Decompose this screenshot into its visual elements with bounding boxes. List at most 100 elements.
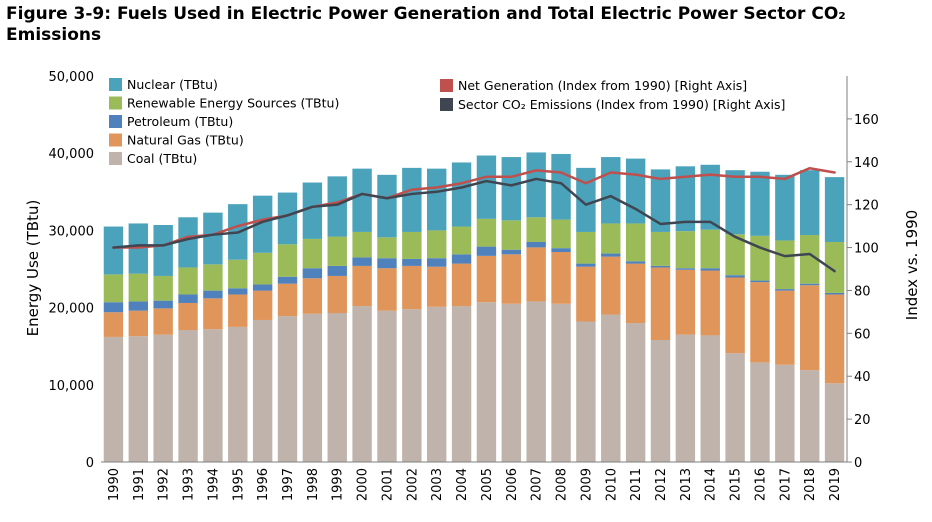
bar-segment-nuclear-tbtu-1994	[203, 212, 223, 265]
bar-segment-petroleum-tbtu-2012	[650, 265, 671, 268]
y-tick-label: 20,000	[49, 302, 95, 317]
legend-swatch	[109, 152, 122, 165]
bar-segment-petroleum-tbtu-2001	[377, 258, 397, 269]
bar-segment-petroleum-tbtu-2003	[427, 258, 447, 267]
legend-swatch	[109, 133, 122, 147]
bar-segment-petroleum-tbtu-2014	[700, 268, 720, 271]
bar-segment-natural-gas-tbtu-2016	[750, 282, 770, 363]
x-tick-label: 2018	[803, 468, 818, 501]
bar-segment-natural-gas-tbtu-2006	[501, 254, 521, 304]
bar-segment-renewable-energy-sources-tbtu-2014	[700, 229, 720, 269]
legend: Nuclear (TBtu) Renewable Energy Sources (…	[109, 77, 785, 166]
bar-segment-nuclear-tbtu-2004	[451, 162, 472, 227]
bar-segment-coal-tbtu-1990	[103, 336, 124, 462]
bar-segment-coal-tbtu-2001	[377, 310, 397, 462]
x-tick-label: 2011	[629, 468, 644, 501]
bar-segment-coal-tbtu-2010	[601, 314, 621, 462]
bar-segment-petroleum-tbtu-2013	[675, 268, 696, 270]
y-axis-title: Energy Use (TBtu)	[24, 200, 42, 337]
bar-segment-coal-tbtu-1991	[128, 336, 148, 462]
bar-segment-natural-gas-tbtu-2005	[476, 255, 497, 303]
net-generation-line	[112, 166, 836, 249]
legend-label: Sector CO₂ Emissions (Index from 1990) […	[458, 97, 785, 112]
bar-segment-coal-tbtu-2011	[625, 323, 646, 462]
bar-segment-petroleum-tbtu-1991	[128, 301, 148, 311]
y2-tick-label: 60	[854, 327, 871, 342]
bar-segment-natural-gas-tbtu-1992	[153, 308, 173, 335]
bar-segment-nuclear-tbtu-2018	[800, 170, 820, 236]
x-tick-label: 2001	[381, 468, 396, 501]
bar-segment-coal-tbtu-1994	[203, 329, 223, 462]
legend-swatch	[109, 78, 122, 91]
x-tick-label: 2005	[480, 468, 495, 501]
bar-segment-natural-gas-tbtu-2012	[650, 267, 671, 341]
x-tick-label: 2012	[654, 468, 669, 501]
y2-tick-label: 140	[854, 156, 879, 171]
bar-segment-renewable-energy-sources-tbtu-1992	[153, 275, 173, 301]
bar-segment-natural-gas-tbtu-2009	[576, 266, 596, 322]
bar-segment-coal-tbtu-2003	[427, 306, 447, 462]
x-tick-label: 1993	[182, 468, 197, 501]
bar-segment-natural-gas-tbtu-2018	[800, 285, 820, 371]
x-tick-label: 1997	[281, 468, 296, 501]
legend-swatch	[109, 115, 122, 128]
bar-segment-natural-gas-tbtu-2013	[675, 269, 696, 335]
bar-segment-renewable-energy-sources-tbtu-2008	[551, 219, 571, 249]
legend-label: Petroleum (TBtu)	[127, 114, 233, 129]
bar-segment-petroleum-tbtu-2015	[725, 275, 745, 278]
bar-segment-coal-tbtu-2017	[775, 364, 795, 462]
x-tick-label: 2009	[579, 468, 594, 501]
bar-segment-renewable-energy-sources-tbtu-1999	[327, 236, 347, 266]
bar-segment-coal-tbtu-2002	[402, 309, 422, 462]
bar-segment-petroleum-tbtu-1996	[252, 284, 273, 291]
bar-segment-renewable-energy-sources-tbtu-2007	[526, 217, 546, 242]
bar-segment-petroleum-tbtu-2011	[625, 261, 646, 264]
bar-segment-natural-gas-tbtu-1995	[228, 294, 248, 327]
bar-segment-nuclear-tbtu-2005	[476, 155, 497, 219]
bar-segment-natural-gas-tbtu-1997	[277, 283, 298, 317]
bar-segment-natural-gas-tbtu-2015	[725, 277, 745, 354]
bar-segment-coal-tbtu-2013	[675, 334, 696, 462]
y2-tick-label: 100	[854, 242, 879, 257]
bar-segment-petroleum-tbtu-2008	[551, 248, 571, 253]
bar-segment-nuclear-tbtu-1992	[153, 225, 173, 276]
bar-segment-renewable-energy-sources-tbtu-1996	[252, 252, 273, 285]
bar-segment-nuclear-tbtu-2014	[700, 164, 720, 230]
bar-segment-natural-gas-tbtu-2019	[824, 294, 845, 384]
bar-segment-nuclear-tbtu-2000	[352, 168, 372, 232]
bar-segment-coal-tbtu-2014	[700, 335, 720, 462]
line-layer	[112, 166, 836, 273]
bar-segment-petroleum-tbtu-2000	[352, 257, 372, 266]
bar-segment-coal-tbtu-1996	[252, 319, 273, 462]
legend-label: Coal (TBtu)	[127, 151, 197, 166]
bar-segment-coal-tbtu-2006	[501, 303, 521, 462]
bar-segment-coal-tbtu-1993	[178, 329, 198, 462]
bar-segment-renewable-energy-sources-tbtu-1994	[203, 264, 223, 291]
bar-segment-nuclear-tbtu-2008	[551, 153, 571, 220]
x-tick-label: 1995	[231, 468, 246, 501]
x-tick-label: 2007	[530, 468, 545, 501]
bar-segment-nuclear-tbtu-2016	[750, 171, 770, 236]
y-tick-label: 30,000	[49, 224, 95, 239]
bar-segment-nuclear-tbtu-2013	[675, 166, 696, 232]
x-tick-label: 2019	[828, 468, 843, 501]
bar-segment-natural-gas-tbtu-2014	[700, 270, 720, 336]
legend-swatch	[109, 96, 122, 110]
bar-segment-nuclear-tbtu-1993	[178, 217, 198, 268]
x-tick-label: 2016	[754, 468, 769, 501]
bar-segment-natural-gas-tbtu-1993	[178, 302, 198, 330]
bar-segment-renewable-energy-sources-tbtu-2015	[725, 234, 745, 276]
x-tick-label: 1998	[306, 468, 321, 501]
x-tick-label: 1991	[132, 468, 147, 501]
y2-tick-label: 20	[854, 413, 871, 428]
bar-segment-nuclear-tbtu-2007	[526, 152, 546, 218]
y-tick-label: 10,000	[49, 379, 95, 394]
bar-segment-nuclear-tbtu-2006	[501, 157, 521, 221]
bar-segment-nuclear-tbtu-1998	[302, 182, 323, 239]
bar-segment-coal-tbtu-2005	[476, 302, 497, 462]
bar-segment-renewable-energy-sources-tbtu-2019	[824, 241, 845, 293]
bar-segment-petroleum-tbtu-2006	[501, 249, 521, 255]
bar-segment-nuclear-tbtu-2017	[775, 174, 795, 241]
legend-label: Nuclear (TBtu)	[127, 77, 218, 92]
